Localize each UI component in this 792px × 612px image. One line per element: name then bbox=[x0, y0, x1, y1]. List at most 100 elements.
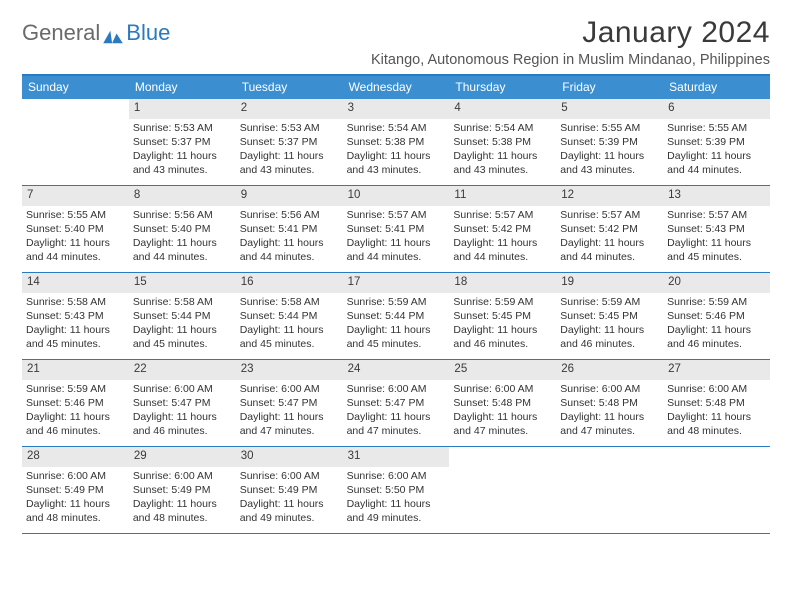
day-of-week-header: SundayMondayTuesdayWednesdayThursdayFrid… bbox=[22, 76, 770, 99]
day-number: 19 bbox=[556, 273, 663, 293]
day-number: 20 bbox=[663, 273, 770, 293]
day-cell: 28Sunrise: 6:00 AMSunset: 5:49 PMDayligh… bbox=[22, 447, 129, 533]
dow-cell: Saturday bbox=[663, 76, 770, 99]
sunrise-line: Sunrise: 6:00 AM bbox=[133, 469, 232, 483]
sunrise-line: Sunrise: 5:58 AM bbox=[26, 295, 125, 309]
day-number: 1 bbox=[129, 99, 236, 119]
sunset-line: Sunset: 5:41 PM bbox=[347, 222, 446, 236]
day-cell bbox=[22, 99, 129, 185]
daylight-line-2: and 44 minutes. bbox=[453, 250, 552, 264]
daylight-line-2: and 46 minutes. bbox=[133, 424, 232, 438]
sunrise-line: Sunrise: 5:56 AM bbox=[133, 208, 232, 222]
dow-cell: Wednesday bbox=[343, 76, 450, 99]
day-cell: 21Sunrise: 5:59 AMSunset: 5:46 PMDayligh… bbox=[22, 360, 129, 446]
daylight-line-2: and 44 minutes. bbox=[560, 250, 659, 264]
day-cell: 10Sunrise: 5:57 AMSunset: 5:41 PMDayligh… bbox=[343, 186, 450, 272]
sunrise-line: Sunrise: 5:54 AM bbox=[347, 121, 446, 135]
day-cell: 19Sunrise: 5:59 AMSunset: 5:45 PMDayligh… bbox=[556, 273, 663, 359]
page-header: General Blue January 2024 Kitango, Auton… bbox=[22, 16, 770, 68]
day-number: 16 bbox=[236, 273, 343, 293]
daylight-line-2: and 45 minutes. bbox=[347, 337, 446, 351]
dow-cell: Sunday bbox=[22, 76, 129, 99]
dow-cell: Tuesday bbox=[236, 76, 343, 99]
daylight-line-2: and 49 minutes. bbox=[240, 511, 339, 525]
daylight-line-2: and 44 minutes. bbox=[133, 250, 232, 264]
daylight-line-2: and 49 minutes. bbox=[347, 511, 446, 525]
day-number: 14 bbox=[22, 273, 129, 293]
daylight-line-1: Daylight: 11 hours bbox=[240, 236, 339, 250]
sunset-line: Sunset: 5:40 PM bbox=[26, 222, 125, 236]
daylight-line-1: Daylight: 11 hours bbox=[347, 236, 446, 250]
sunrise-line: Sunrise: 5:59 AM bbox=[347, 295, 446, 309]
daylight-line-2: and 46 minutes. bbox=[453, 337, 552, 351]
day-cell: 4Sunrise: 5:54 AMSunset: 5:38 PMDaylight… bbox=[449, 99, 556, 185]
day-number: 22 bbox=[129, 360, 236, 380]
sunset-line: Sunset: 5:49 PM bbox=[240, 483, 339, 497]
day-cell: 1Sunrise: 5:53 AMSunset: 5:37 PMDaylight… bbox=[129, 99, 236, 185]
sunset-line: Sunset: 5:46 PM bbox=[667, 309, 766, 323]
dow-cell: Thursday bbox=[449, 76, 556, 99]
sunset-line: Sunset: 5:49 PM bbox=[133, 483, 232, 497]
week-row: 28Sunrise: 6:00 AMSunset: 5:49 PMDayligh… bbox=[22, 447, 770, 534]
dow-cell: Friday bbox=[556, 76, 663, 99]
day-cell: 7Sunrise: 5:55 AMSunset: 5:40 PMDaylight… bbox=[22, 186, 129, 272]
sunset-line: Sunset: 5:39 PM bbox=[667, 135, 766, 149]
day-cell: 13Sunrise: 5:57 AMSunset: 5:43 PMDayligh… bbox=[663, 186, 770, 272]
daylight-line-1: Daylight: 11 hours bbox=[453, 149, 552, 163]
sunset-line: Sunset: 5:42 PM bbox=[453, 222, 552, 236]
daylight-line-1: Daylight: 11 hours bbox=[26, 236, 125, 250]
sunrise-line: Sunrise: 5:57 AM bbox=[347, 208, 446, 222]
week-row: 1Sunrise: 5:53 AMSunset: 5:37 PMDaylight… bbox=[22, 99, 770, 186]
sunset-line: Sunset: 5:49 PM bbox=[26, 483, 125, 497]
sunrise-line: Sunrise: 5:59 AM bbox=[26, 382, 125, 396]
sunset-line: Sunset: 5:47 PM bbox=[240, 396, 339, 410]
sunset-line: Sunset: 5:44 PM bbox=[133, 309, 232, 323]
sunrise-line: Sunrise: 5:59 AM bbox=[453, 295, 552, 309]
daylight-line-1: Daylight: 11 hours bbox=[560, 236, 659, 250]
day-cell: 12Sunrise: 5:57 AMSunset: 5:42 PMDayligh… bbox=[556, 186, 663, 272]
daylight-line-2: and 43 minutes. bbox=[133, 163, 232, 177]
daylight-line-1: Daylight: 11 hours bbox=[667, 410, 766, 424]
daylight-line-2: and 48 minutes. bbox=[133, 511, 232, 525]
week-row: 14Sunrise: 5:58 AMSunset: 5:43 PMDayligh… bbox=[22, 273, 770, 360]
day-cell: 9Sunrise: 5:56 AMSunset: 5:41 PMDaylight… bbox=[236, 186, 343, 272]
daylight-line-1: Daylight: 11 hours bbox=[133, 410, 232, 424]
daylight-line-1: Daylight: 11 hours bbox=[133, 149, 232, 163]
daylight-line-2: and 47 minutes. bbox=[453, 424, 552, 438]
daylight-line-1: Daylight: 11 hours bbox=[347, 149, 446, 163]
daylight-line-1: Daylight: 11 hours bbox=[453, 323, 552, 337]
sunrise-line: Sunrise: 5:55 AM bbox=[667, 121, 766, 135]
weeks-container: 1Sunrise: 5:53 AMSunset: 5:37 PMDaylight… bbox=[22, 99, 770, 534]
day-number: 21 bbox=[22, 360, 129, 380]
daylight-line-2: and 45 minutes. bbox=[26, 337, 125, 351]
daylight-line-2: and 45 minutes. bbox=[133, 337, 232, 351]
day-number: 9 bbox=[236, 186, 343, 206]
day-number: 5 bbox=[556, 99, 663, 119]
day-cell: 18Sunrise: 5:59 AMSunset: 5:45 PMDayligh… bbox=[449, 273, 556, 359]
day-cell: 17Sunrise: 5:59 AMSunset: 5:44 PMDayligh… bbox=[343, 273, 450, 359]
day-cell bbox=[663, 447, 770, 533]
calendar-page: General Blue January 2024 Kitango, Auton… bbox=[0, 0, 792, 544]
day-number: 24 bbox=[343, 360, 450, 380]
sunset-line: Sunset: 5:39 PM bbox=[560, 135, 659, 149]
day-cell: 29Sunrise: 6:00 AMSunset: 5:49 PMDayligh… bbox=[129, 447, 236, 533]
sunrise-line: Sunrise: 6:00 AM bbox=[133, 382, 232, 396]
day-number: 12 bbox=[556, 186, 663, 206]
day-number: 25 bbox=[449, 360, 556, 380]
day-number: 15 bbox=[129, 273, 236, 293]
sunrise-line: Sunrise: 5:55 AM bbox=[560, 121, 659, 135]
week-row: 21Sunrise: 5:59 AMSunset: 5:46 PMDayligh… bbox=[22, 360, 770, 447]
day-cell: 8Sunrise: 5:56 AMSunset: 5:40 PMDaylight… bbox=[129, 186, 236, 272]
daylight-line-2: and 45 minutes. bbox=[240, 337, 339, 351]
day-cell: 22 Sunrise: 6:00 AMSunset: 5:47 PMDayligh… bbox=[129, 360, 236, 446]
calendar: SundayMondayTuesdayWednesdayThursdayFrid… bbox=[22, 74, 770, 534]
daylight-line-2: and 44 minutes. bbox=[26, 250, 125, 264]
sunset-line: Sunset: 5:47 PM bbox=[133, 396, 232, 410]
daylight-line-1: Daylight: 11 hours bbox=[667, 323, 766, 337]
day-number: 11 bbox=[449, 186, 556, 206]
day-cell bbox=[556, 447, 663, 533]
day-number: 26 bbox=[556, 360, 663, 380]
sunrise-line: Sunrise: 6:00 AM bbox=[240, 469, 339, 483]
daylight-line-1: Daylight: 11 hours bbox=[26, 410, 125, 424]
daylight-line-2: and 46 minutes. bbox=[667, 337, 766, 351]
